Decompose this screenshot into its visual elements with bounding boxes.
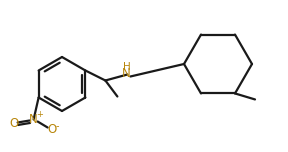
Text: O: O — [9, 117, 18, 130]
Text: +: + — [36, 110, 43, 119]
Text: O: O — [47, 123, 56, 136]
Text: N: N — [29, 113, 38, 126]
Text: N: N — [122, 67, 131, 80]
Text: -: - — [56, 121, 59, 131]
Text: H: H — [122, 62, 130, 71]
